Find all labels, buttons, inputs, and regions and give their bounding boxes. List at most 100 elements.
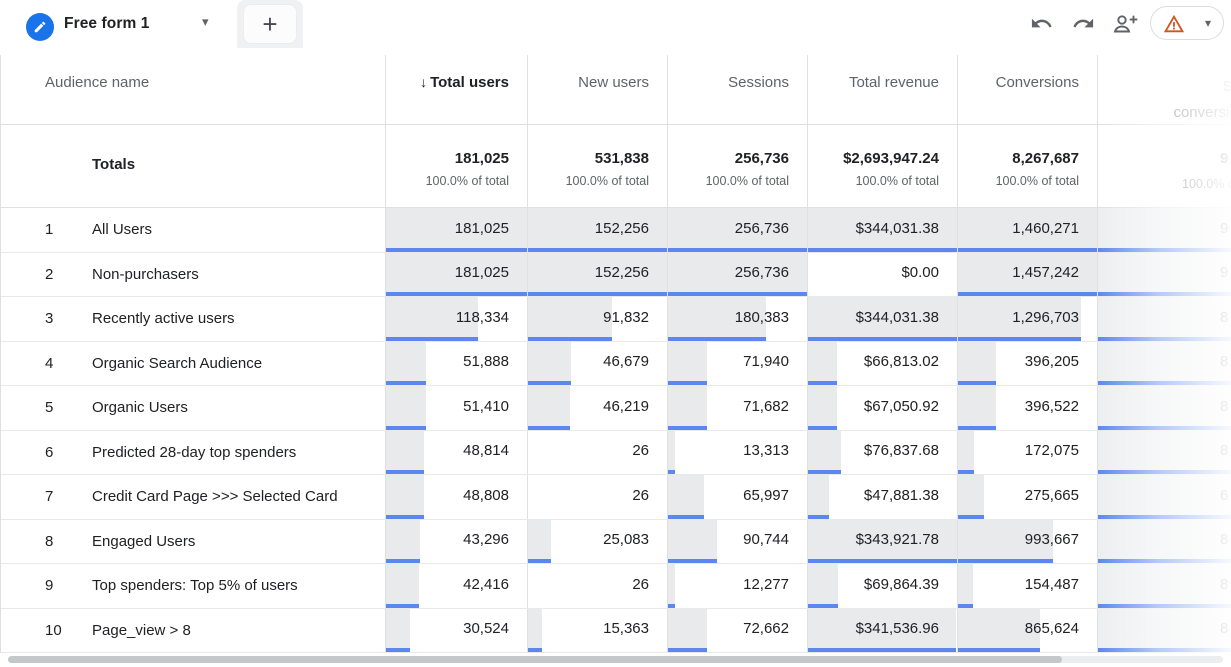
metric-value: 90,744: [743, 531, 789, 548]
metric-cell[interactable]: 172,075: [957, 430, 1097, 474]
heatmap-fill: [958, 430, 975, 474]
table-row[interactable]: 2 Non-purchasers 181,025 152,256 256,736 $0.0…: [0, 252, 1231, 297]
metric-cell[interactable]: 13,313: [667, 430, 807, 474]
metric-cell[interactable]: 181,025: [385, 208, 527, 252]
metric-cell-partial[interactable]: 8: [1097, 430, 1231, 474]
metric-cell-partial[interactable]: 6: [1097, 475, 1231, 519]
table-row[interactable]: 4 Organic Search Audience 51,888 46,679 71,9…: [0, 341, 1231, 386]
metric-value: 72,662: [743, 620, 789, 637]
metric-cell[interactable]: $0.00: [807, 252, 957, 296]
column-header-total-users[interactable]: ↓ Total users: [385, 55, 527, 125]
metric-cell[interactable]: 865,624: [957, 608, 1097, 652]
person-add-icon[interactable]: [1112, 12, 1140, 36]
value-bar: [386, 381, 427, 385]
metric-cell[interactable]: 26: [527, 430, 667, 474]
metric-cell[interactable]: 154,487: [957, 564, 1097, 608]
metric-cell[interactable]: 275,665: [957, 475, 1097, 519]
metric-cell[interactable]: $341,536.96: [807, 608, 957, 652]
sampling-warning-button[interactable]: ▾: [1150, 6, 1224, 40]
metric-cell[interactable]: $67,050.92: [807, 386, 957, 430]
metric-cell[interactable]: 15,363: [527, 608, 667, 652]
metric-cell[interactable]: 48,814: [385, 430, 527, 474]
metric-cell[interactable]: 42,416: [385, 564, 527, 608]
value-bar: [528, 648, 543, 652]
table-row[interactable]: 7 Credit Card Page >>> Selected Card 48,80…: [0, 475, 1231, 520]
metric-value-partial: 6: [1220, 486, 1229, 504]
tab-free-form-1[interactable]: Free form 1 ▾: [0, 0, 237, 48]
table-row[interactable]: 3 Recently active users 118,334 91,832 180,3…: [0, 297, 1231, 342]
value-bar: [808, 648, 956, 652]
metric-cell-partial[interactable]: 9: [1097, 208, 1231, 252]
horizontal-scrollbar-track[interactable]: [8, 656, 1223, 663]
redo-icon[interactable]: [1072, 12, 1096, 36]
metric-cell[interactable]: 51,888: [385, 341, 527, 385]
metric-cell-partial[interactable]: 8: [1097, 608, 1231, 652]
metric-cell[interactable]: 256,736: [667, 252, 807, 296]
metric-cell-partial[interactable]: 8: [1097, 519, 1231, 563]
metric-cell[interactable]: 51,410: [385, 386, 527, 430]
metric-cell[interactable]: 46,219: [527, 386, 667, 430]
metric-cell[interactable]: 1,457,242: [957, 252, 1097, 296]
row-number: 7: [45, 488, 54, 505]
metric-cell[interactable]: $69,864.39: [807, 564, 957, 608]
undo-icon[interactable]: [1030, 12, 1054, 36]
add-tab-button[interactable]: +: [243, 4, 297, 44]
column-header-session-conversion-rate[interactable]: Session conversion rate: [1097, 55, 1231, 125]
column-header-new-users[interactable]: New users: [527, 55, 667, 125]
horizontal-scrollbar-thumb[interactable]: [8, 656, 1062, 663]
metric-cell[interactable]: 43,296: [385, 519, 527, 563]
metric-cell[interactable]: 396,205: [957, 341, 1097, 385]
metric-cell[interactable]: 71,682: [667, 386, 807, 430]
column-header-sessions[interactable]: Sessions: [667, 55, 807, 125]
value-bar: [668, 336, 766, 341]
metric-cell[interactable]: $344,031.38: [807, 208, 957, 252]
table-row[interactable]: 9 Top spenders: Top 5% of users 42,416 26 12…: [0, 564, 1231, 609]
metric-value-partial: 8: [1220, 353, 1229, 370]
table-row[interactable]: 8 Engaged Users 43,296 25,083 90,744 $343,921…: [0, 519, 1231, 564]
column-header-audience-name[interactable]: Audience name: [0, 55, 385, 125]
table-row[interactable]: 1 All Users 181,025 152,256 256,736 $344,031.…: [0, 208, 1231, 253]
metric-cell[interactable]: 152,256: [527, 208, 667, 252]
metric-cell[interactable]: 65,997: [667, 475, 807, 519]
metric-cell[interactable]: 25,083: [527, 519, 667, 563]
metric-cell[interactable]: 72,662: [667, 608, 807, 652]
metric-cell[interactable]: 12,277: [667, 564, 807, 608]
tab-chevron-down-icon[interactable]: ▾: [202, 14, 209, 29]
table-row[interactable]: 10 Page_view > 8 30,524 15,363 72,662 $341,53…: [0, 608, 1231, 653]
metric-cell[interactable]: 181,025: [385, 252, 527, 296]
metric-cell[interactable]: 26: [527, 564, 667, 608]
metric-cell[interactable]: 26: [527, 475, 667, 519]
audience-name: Recently active users: [92, 310, 235, 327]
metric-cell[interactable]: 256,736: [667, 208, 807, 252]
metric-cell[interactable]: $66,813.02: [807, 341, 957, 385]
metric-cell[interactable]: 993,667: [957, 519, 1097, 563]
metric-cell[interactable]: 48,808: [385, 475, 527, 519]
metric-cell[interactable]: 46,679: [527, 341, 667, 385]
column-header-total-revenue[interactable]: Total revenue: [807, 55, 957, 125]
metric-cell[interactable]: $343,921.78: [807, 519, 957, 563]
metric-cell-partial[interactable]: 8: [1097, 341, 1231, 385]
metric-cell[interactable]: 90,744: [667, 519, 807, 563]
metric-cell[interactable]: $76,837.68: [807, 430, 957, 474]
metric-cell-partial[interactable]: 9: [1097, 252, 1231, 296]
table-row[interactable]: 6 Predicted 28-day top spenders 48,814 26 13…: [0, 430, 1231, 475]
metric-cell[interactable]: 30,524: [385, 608, 527, 652]
metric-cell[interactable]: $47,881.38: [807, 475, 957, 519]
metric-cell-partial[interactable]: 8: [1097, 386, 1231, 430]
column-header-conversions[interactable]: Conversions: [957, 55, 1097, 125]
metric-value: 48,814: [463, 442, 509, 459]
table-row[interactable]: 5 Organic Users 51,410 46,219 71,682 $67,050.…: [0, 386, 1231, 431]
metric-cell[interactable]: 1,460,271: [957, 208, 1097, 252]
metric-cell[interactable]: $344,031.38: [807, 297, 957, 341]
metric-cell[interactable]: 91,832: [527, 297, 667, 341]
metric-cell[interactable]: 118,334: [385, 297, 527, 341]
heatmap-fill: [958, 519, 1053, 563]
metric-cell-partial[interactable]: 8: [1097, 297, 1231, 341]
metric-cell[interactable]: 152,256: [527, 252, 667, 296]
metric-cell[interactable]: 396,522: [957, 386, 1097, 430]
metric-cell[interactable]: 1,296,703: [957, 297, 1097, 341]
metric-cell-partial[interactable]: 8: [1097, 564, 1231, 608]
metric-cell[interactable]: 71,940: [667, 341, 807, 385]
metric-cell[interactable]: 180,383: [667, 297, 807, 341]
metric-value-partial: 8: [1220, 620, 1229, 637]
